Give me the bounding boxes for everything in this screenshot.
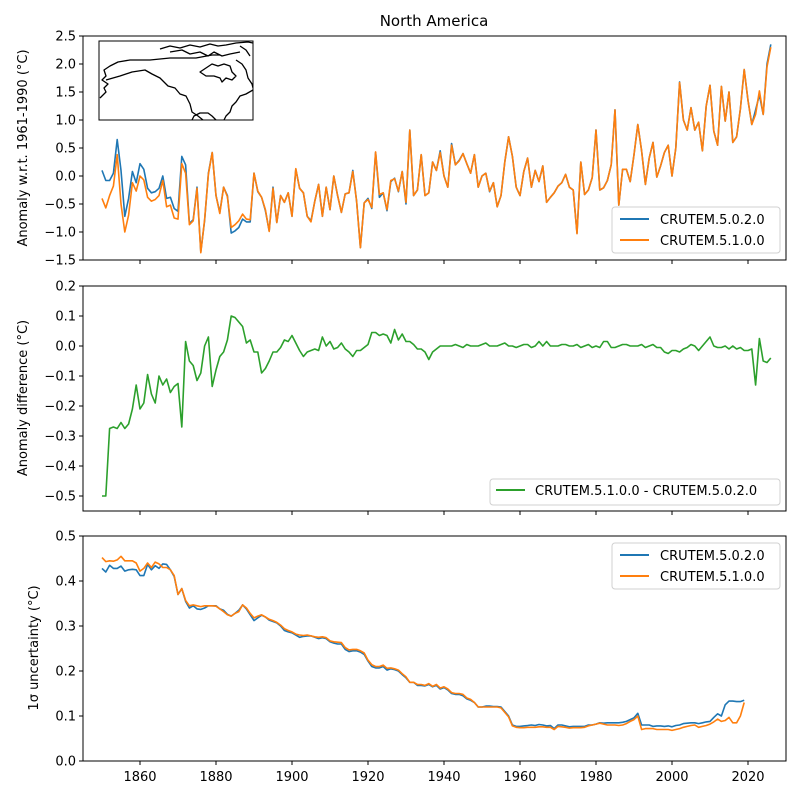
y-tick-label: 0.1 <box>55 710 76 725</box>
y-tick-label: −0.2 <box>44 400 76 415</box>
panel-difference: Anomaly difference (°C) −0.5 −0.4 −0.3 −0.2… <box>16 280 787 515</box>
axes-frame <box>82 35 787 261</box>
y-ticks: 0.0 0.1 0.2 0.3 0.4 0.5 <box>55 530 83 770</box>
x-tick-label: 1940 <box>427 770 460 785</box>
x-ticks <box>139 511 749 515</box>
y-tick-label: 0.3 <box>55 620 76 635</box>
y-tick-label: −0.3 <box>44 430 76 445</box>
y-tick-label: 1.0 <box>55 114 76 129</box>
chart-title: North America <box>380 12 489 30</box>
legend-box <box>489 478 781 506</box>
series-line-crutem-5-1-0-0 <box>101 555 745 732</box>
y-tick-label: 2.0 <box>55 58 76 73</box>
y-axis-label: Anomaly w.r.t. 1961-1990 (°C) <box>16 49 31 246</box>
y-tick-label: −1.5 <box>44 254 76 269</box>
axes-frame <box>82 285 787 512</box>
y-axis-label: Anomaly difference (°C) <box>16 320 31 476</box>
legend: CRUTEM.5.0.2.0 CRUTEM.5.1.0.0 <box>611 542 781 590</box>
y-ticks: −1.5 −1.0 −0.5 0.0 0.5 1.0 1.5 2.0 2.5 <box>44 30 83 269</box>
y-tick-label: −0.4 <box>44 460 76 475</box>
series-lines <box>102 315 772 497</box>
panel-anomaly: North America Anomaly w.r.t. 1961-1990 (… <box>16 12 787 269</box>
legend-label-crutem-5-1-0-0: CRUTEM.5.1.0.0 <box>660 234 765 249</box>
inset-map-frame <box>98 40 254 121</box>
y-tick-label: −0.5 <box>44 198 76 213</box>
x-tick-label: 1960 <box>503 770 536 785</box>
axes-frame <box>82 535 787 762</box>
legend-label-crutem-5-0-2-0: CRUTEM.5.0.2.0 <box>660 549 765 564</box>
legend-label-difference: CRUTEM.5.1.0.0 - CRUTEM.5.0.2.0 <box>535 484 757 499</box>
x-tick-label: 2000 <box>655 770 688 785</box>
x-tick-label: 1880 <box>199 770 232 785</box>
y-tick-label: 1.5 <box>55 86 76 101</box>
series-line-crutem-5-1-0-0 <box>101 47 772 254</box>
y-tick-label: 0.2 <box>55 665 76 680</box>
y-tick-label: 0.5 <box>55 142 76 157</box>
north-america-coastline-icon <box>99 41 253 120</box>
y-tick-label: −1.0 <box>44 226 76 241</box>
legend-box <box>611 542 781 590</box>
y-tick-label: 2.5 <box>55 30 76 45</box>
y-tick-label: 0.5 <box>55 530 76 545</box>
series-line-crutem-5-1-0-0-crutem-5-0-2-0 <box>102 315 772 497</box>
y-tick-label: 0.1 <box>55 310 76 325</box>
x-tick-label: 1920 <box>351 770 384 785</box>
x-tick-label: 1980 <box>579 770 612 785</box>
y-tick-label: 0.2 <box>55 280 76 295</box>
x-tick-label: 1900 <box>275 770 308 785</box>
legend: CRUTEM.5.0.2.0 CRUTEM.5.1.0.0 <box>611 206 781 254</box>
x-tick-label: 2020 <box>731 770 764 785</box>
series-lines <box>101 555 745 732</box>
y-tick-label: 0.0 <box>55 340 76 355</box>
x-tick-label: 1860 <box>123 770 156 785</box>
legend-label-crutem-5-1-0-0: CRUTEM.5.1.0.0 <box>660 570 765 585</box>
y-tick-label: −0.1 <box>44 370 76 385</box>
x-ticks <box>139 260 749 264</box>
x-ticks: 1860 1880 1900 1920 1940 1960 1980 2000 2020 <box>123 761 765 785</box>
y-tick-label: 0.0 <box>55 755 76 770</box>
legend-box <box>611 206 781 254</box>
y-tick-label: 0.4 <box>55 575 76 590</box>
y-tick-label: 0.0 <box>55 170 76 185</box>
panel-uncertainty: 1σ uncertainty (°C) 0.0 0.1 0.2 0.3 0.4 0.5 1… <box>27 530 787 785</box>
series-lines <box>101 44 772 254</box>
legend: CRUTEM.5.1.0.0 - CRUTEM.5.0.2.0 <box>489 478 781 506</box>
y-axis-label: 1σ uncertainty (°C) <box>27 585 42 710</box>
legend-label-crutem-5-0-2-0: CRUTEM.5.0.2.0 <box>660 213 765 228</box>
y-tick-label: −0.5 <box>44 490 76 505</box>
y-ticks: −0.5 −0.4 −0.3 −0.2 −0.1 0.0 0.1 0.2 <box>44 280 83 505</box>
inset-map <box>98 40 254 121</box>
